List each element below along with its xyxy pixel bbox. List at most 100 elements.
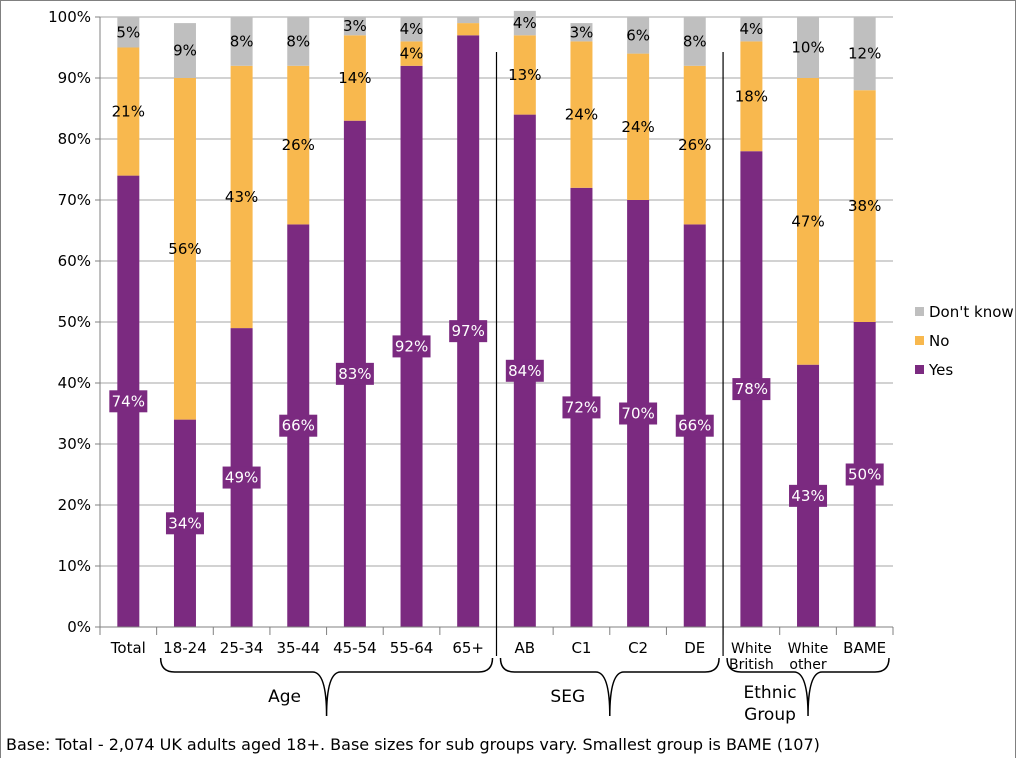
yes-label-box <box>449 320 488 343</box>
yes-label-box <box>732 378 771 401</box>
bar-no <box>683 65 706 225</box>
bar-no <box>740 41 763 152</box>
x-tick-label: 45-54 <box>333 639 377 657</box>
legend-label: Yes <box>928 361 953 379</box>
data-label-yes: 43% <box>791 487 824 505</box>
data-label-no: 47% <box>791 212 824 230</box>
y-tick-label: 70% <box>58 191 91 209</box>
data-label-no: 24% <box>621 118 654 136</box>
data-label-yes: 66% <box>678 417 711 435</box>
y-tick-label: 0% <box>67 618 91 636</box>
yes-label-box <box>619 402 658 425</box>
yes-label-box <box>789 484 828 507</box>
data-label-no: 18% <box>735 87 768 105</box>
yes-label-box <box>279 414 318 437</box>
bar-don-t-know <box>457 17 480 24</box>
x-tick-label: BAME <box>843 639 886 657</box>
data-label-yes: 34% <box>168 514 201 532</box>
footnote: Base: Total - 2,074 UK adults aged 18+. … <box>6 735 820 754</box>
y-tick-label: 60% <box>58 252 91 270</box>
group-label: SEG <box>550 687 585 707</box>
bar-don-t-know <box>343 17 366 36</box>
bar-no <box>853 90 876 322</box>
data-label-dont-know: 4% <box>400 20 424 38</box>
data-label-no: 24% <box>565 106 598 124</box>
x-tick-label: other <box>789 657 827 673</box>
data-label-dont-know: 8% <box>286 32 310 50</box>
bar-don-t-know <box>853 17 876 91</box>
group-brace <box>726 657 890 717</box>
bar-don-t-know <box>683 17 706 66</box>
legend-label: Don't know <box>929 303 1014 321</box>
yes-label-box <box>222 466 261 489</box>
data-label-no: 14% <box>338 69 371 87</box>
legend-label: No <box>929 332 949 350</box>
data-label-dont-know: 4% <box>739 20 763 38</box>
bar-don-t-know <box>400 17 423 42</box>
x-tick-label: DE <box>684 639 705 657</box>
data-label-yes: 50% <box>848 466 881 484</box>
y-tick-label: 90% <box>58 69 91 87</box>
yes-label-box <box>505 359 544 382</box>
data-label-no: 38% <box>848 197 881 215</box>
bar-no <box>343 35 366 121</box>
data-label-dont-know: 5% <box>116 23 140 41</box>
bar-no <box>457 23 480 36</box>
bar-no <box>173 78 196 420</box>
bar-don-t-know <box>797 17 820 78</box>
bar-no <box>400 41 423 66</box>
x-tick-label: Total <box>110 639 146 657</box>
data-label-dont-know: 10% <box>791 39 824 57</box>
yes-label-box <box>165 512 204 535</box>
bar-don-t-know <box>173 23 196 79</box>
data-label-dont-know: 3% <box>343 17 367 35</box>
legend-swatch <box>915 365 924 374</box>
yes-label-box <box>562 396 601 419</box>
data-label-yes: 84% <box>508 362 541 380</box>
y-tick-label: 50% <box>58 313 91 331</box>
y-tick-label: 100% <box>48 8 91 26</box>
data-label-no: 56% <box>168 240 201 258</box>
bar-don-t-know <box>230 17 253 66</box>
data-label-no: 13% <box>508 66 541 84</box>
yes-label-box <box>392 335 431 358</box>
legend-swatch <box>915 336 924 345</box>
group-brace <box>159 657 494 717</box>
x-tick-label: C1 <box>571 639 591 657</box>
group-brace <box>499 657 720 717</box>
y-tick-label: 40% <box>58 374 91 392</box>
yes-label-box <box>675 414 714 437</box>
data-label-dont-know: 12% <box>848 45 881 63</box>
x-tick-label: White <box>731 641 772 657</box>
data-label-no: 4% <box>400 45 424 63</box>
x-tick-label: White <box>788 641 829 657</box>
x-tick-label: British <box>729 657 774 673</box>
group-label: Group <box>744 705 796 725</box>
data-label-yes: 66% <box>282 417 315 435</box>
data-label-yes: 49% <box>225 469 258 487</box>
bar-no <box>117 47 140 176</box>
data-label-no: 26% <box>282 136 315 154</box>
legend-swatch <box>915 307 924 316</box>
data-label-dont-know: 6% <box>626 26 650 44</box>
data-label-yes: 97% <box>452 322 485 340</box>
y-tick-label: 80% <box>58 130 91 148</box>
data-label-dont-know: 8% <box>230 32 254 50</box>
data-label-yes: 74% <box>112 392 145 410</box>
yes-label-box <box>845 463 884 486</box>
bar-no <box>513 35 536 115</box>
bar-no <box>230 65 253 329</box>
x-tick-label: 65+ <box>452 639 484 657</box>
bar-don-t-know <box>627 17 650 54</box>
yes-label-box <box>109 390 148 413</box>
x-tick-label: AB <box>515 639 536 657</box>
bar-don-t-know <box>117 17 140 48</box>
data-label-no: 26% <box>678 136 711 154</box>
x-tick-label: 18-24 <box>163 639 207 657</box>
data-label-yes: 70% <box>621 405 654 423</box>
bar-don-t-know <box>287 17 310 66</box>
bar-no <box>287 65 310 225</box>
data-label-dont-know: 4% <box>513 14 537 32</box>
y-tick-label: 20% <box>58 496 91 514</box>
